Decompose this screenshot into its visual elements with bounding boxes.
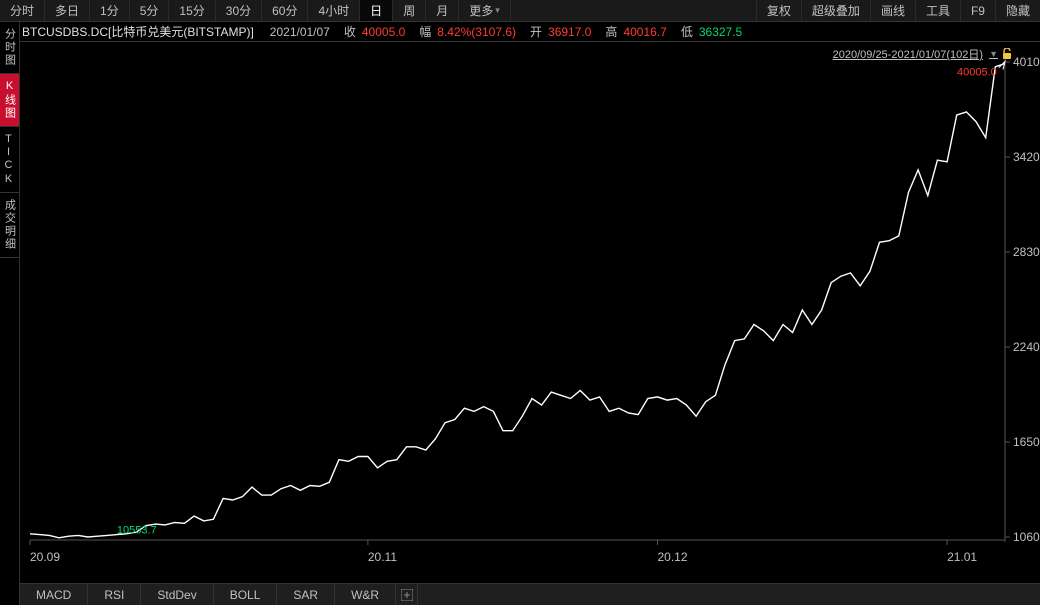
change-label: 幅 — [419, 23, 431, 40]
start-price-label: 10553.7 — [117, 525, 157, 537]
quote-info-bar: BTCUSDBS.DC[比特币兑美元(BITSTAMP)] 2021/01/07… — [0, 22, 1040, 42]
interval-tab-bar: 分时多日1分5分15分30分60分4小时日周月更多▾ 复权超级叠加画线工具F9隐… — [0, 0, 1040, 22]
open-value: 36917.0 — [548, 25, 591, 39]
left-view-rail: 分时图K线图TICK成交明细 — [0, 22, 20, 605]
add-indicator-button[interactable] — [396, 584, 418, 605]
interval-tab-更多[interactable]: 更多▾ — [459, 0, 511, 21]
rail-K线图[interactable]: K线图 — [0, 74, 19, 127]
high-label: 高 — [605, 23, 617, 40]
indicator-tab-SAR[interactable]: SAR — [277, 584, 335, 605]
x-tick-label: 20.12 — [657, 550, 687, 564]
toolbar-隐藏[interactable]: 隐藏 — [995, 0, 1040, 21]
interval-tab-分时[interactable]: 分时 — [0, 0, 45, 21]
interval-tab-多日[interactable]: 多日 — [45, 0, 90, 21]
y-tick-label: 22400 — [1013, 340, 1040, 354]
spacer — [511, 0, 756, 21]
y-tick-label: 34200 — [1013, 150, 1040, 164]
toolbar-F9[interactable]: F9 — [960, 0, 995, 21]
interval-tab-周[interactable]: 周 — [393, 0, 426, 21]
rail-成交明细[interactable]: 成交明细 — [0, 193, 19, 258]
price-line — [30, 64, 1005, 538]
x-tick-label: 20.11 — [368, 550, 397, 564]
low-value: 36327.5 — [699, 25, 742, 39]
indicator-tab-BOLL[interactable]: BOLL — [214, 584, 278, 605]
indicator-tab-RSI[interactable]: RSI — [88, 584, 141, 605]
indicator-tab-StdDev[interactable]: StdDev — [141, 584, 213, 605]
y-tick-label: 28300 — [1013, 245, 1040, 259]
change-value: 8.42%(3107.6) — [437, 25, 516, 39]
indicator-tab-bar: MACDRSIStdDevBOLLSARW&R — [20, 583, 1040, 605]
plus-icon — [401, 589, 413, 601]
chart-area[interactable]: 2020/09/25-2021/01/07(102日) ▼ 10600 16500… — [20, 42, 1040, 583]
rail-TICK[interactable]: TICK — [0, 127, 19, 193]
x-tick-label: 20.09 — [30, 550, 60, 564]
interval-tab-日[interactable]: 日 — [360, 0, 393, 21]
close-label: 收 — [344, 23, 356, 40]
chevron-down-icon: ▾ — [495, 5, 500, 16]
interval-tab-1分[interactable]: 1分 — [90, 0, 130, 21]
rail-分时图[interactable]: 分时图 — [0, 22, 19, 74]
low-label: 低 — [681, 23, 693, 40]
interval-tab-60分[interactable]: 60分 — [262, 0, 308, 21]
indicator-tab-W&R[interactable]: W&R — [335, 584, 396, 605]
open-label: 开 — [530, 23, 542, 40]
y-tick-label: 10600 — [1013, 530, 1040, 544]
toolbar-工具[interactable]: 工具 — [915, 0, 960, 21]
quote-date: 2021/01/07 — [270, 25, 330, 39]
interval-tab-5分[interactable]: 5分 — [130, 0, 170, 21]
toolbar-画线[interactable]: 画线 — [870, 0, 915, 21]
symbol-label: BTCUSDBS.DC[比特币兑美元(BITSTAMP)] — [22, 23, 254, 40]
interval-tab-月[interactable]: 月 — [426, 0, 459, 21]
date-range-text: 2020/09/25-2021/01/07(102日) — [833, 46, 983, 62]
interval-tab-15分[interactable]: 15分 — [169, 0, 215, 21]
interval-tab-4小时[interactable]: 4小时 — [308, 0, 360, 21]
toolbar-超级叠加[interactable]: 超级叠加 — [801, 0, 870, 21]
chevron-down-icon: ▼ — [989, 49, 998, 59]
price-chart: 10600 16500 22400 28300 34200 40100 20.09 20.11… — [20, 42, 1040, 583]
y-tick-label: 16500 — [1013, 435, 1040, 449]
high-value: 40016.7 — [623, 25, 666, 39]
date-range-link[interactable]: 2020/09/25-2021/01/07(102日) ▼ — [833, 46, 1012, 62]
lock-icon — [1002, 48, 1012, 60]
end-price-label: 40005.0 — [957, 67, 997, 79]
toolbar-复权[interactable]: 复权 — [756, 0, 801, 21]
indicator-tab-MACD[interactable]: MACD — [20, 584, 88, 605]
x-tick-label: 21.01 — [947, 550, 977, 564]
y-tick-label: 40100 — [1013, 55, 1040, 69]
interval-tab-30分[interactable]: 30分 — [216, 0, 262, 21]
close-value: 40005.0 — [362, 25, 405, 39]
